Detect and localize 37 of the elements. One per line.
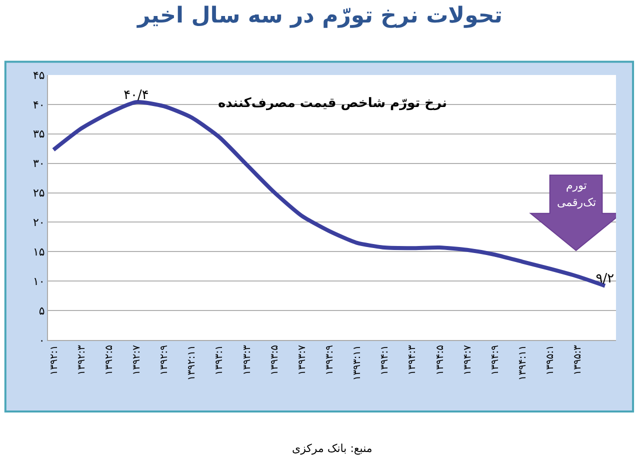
y-tick-label: ۱۰ [32,274,45,288]
y-tick-label: ۲۵ [32,186,45,200]
x-tick-label: ۱۳۹۳:۷ [296,344,308,376]
x-tick-label: ۱۳۹۴:۵ [434,345,446,376]
annotation: تورم [566,179,587,192]
y-tick-label: ۴۵ [32,68,45,82]
text: نرخ تورّم شاخص قیمت مصرف‌کننده [218,96,447,111]
x-tick-label: ۱۳۹۴:۳ [407,344,418,376]
x-tick-label: ۱۳۹۳:۵ [269,345,280,376]
x-tick-label: ۱۳۹۳:۱ [214,345,226,376]
chart-title: تحولات نرخ تورّم در سه سال اخیر [136,3,502,28]
x-tick-label: ۱۳۹۲:۹ [159,345,170,376]
x-tick-label: ۱۳۹۵:۱ [545,345,556,376]
annotation: تک‌رقمی [557,196,596,209]
y-tick-label: ۳۰ [32,157,45,170]
x-tick-label: ۱۳۹۳:۹ [324,345,336,376]
x-tick-label: ۱۳۹۴:۷ [462,344,474,376]
x-tick-label: ۱۳۹۲:۷ [131,344,142,376]
x-tick-label: ۱۳۹۴:۱ [380,345,391,376]
y-tick-label: ۵ [38,304,45,318]
x-tick-label: ۱۳۹۲:۱ [48,345,60,376]
x-tick-label: ۱۳۹۳:۳ [242,344,253,376]
x-tick-label: ۱۳۹۲:۵ [104,345,115,376]
y-tick-label: ۱۵ [32,246,45,259]
x-tick-label: ۱۳۹۳:۱۱ [352,345,364,381]
y-tick-label: ۳۵ [32,128,45,141]
data-label: ۹/۲ [596,272,614,287]
y-tick-label: ۲۰ [32,216,45,230]
x-tick-label: ۱۳۹۵:۳ [572,344,584,376]
text: منبع: بانک مرکزی [292,442,372,455]
y-tick-label: ۴۰ [32,98,45,112]
x-tick-label: ۱۳۹۴:۱۱ [518,345,528,381]
x-tick-label: ۱۳۹۲:۳ [76,344,88,376]
y-tick-label: ۰ [38,334,45,347]
x-tick-label: ۱۳۹۴:۹ [490,345,501,376]
data-label: ۴۰/۴ [124,88,149,103]
x-tick-label: ۱۳۹۲:۱۱ [186,345,198,381]
